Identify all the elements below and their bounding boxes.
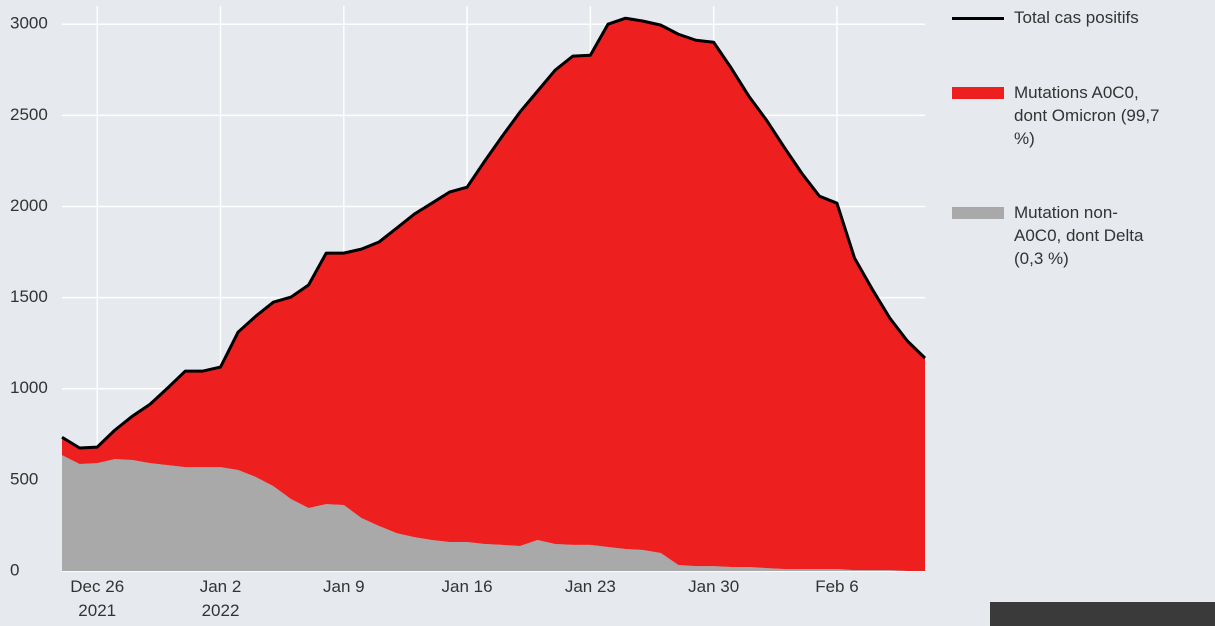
x-tick-label: Jan 23 [564, 577, 616, 596]
area [62, 18, 925, 571]
area [62, 455, 925, 571]
legend-label: Total cas positifs [1014, 8, 1139, 27]
x-tick-label: Jan 2 2022 [199, 577, 242, 620]
x-tick-label: Jan 9 [322, 577, 365, 596]
legend-label: Mutations A0C0, dont Omicron (99,7 %) [1014, 83, 1160, 148]
areas [62, 18, 925, 571]
y-tick-label: 0 [10, 560, 19, 579]
line [61, 16, 927, 450]
x-tick-label: Feb 6 [815, 577, 859, 596]
x-tick-label: Jan 16 [441, 577, 493, 596]
legend-label: Mutation non-A0C0, dont Delta (0,3 %) [1014, 203, 1144, 268]
y-tick-label: 2500 [10, 105, 48, 124]
x-tick-label: Jan 30 [688, 577, 740, 596]
y-tick-label: 1000 [10, 378, 48, 397]
y-tick-label: 500 [10, 469, 38, 488]
legend-swatch [952, 87, 1004, 99]
legend-swatch [952, 17, 1004, 20]
legend-swatch [952, 207, 1004, 219]
y-tick-label: 1500 [10, 287, 48, 306]
x-tick-label: Dec 26 2021 [70, 577, 125, 620]
y-tick-label: 3000 [10, 14, 48, 33]
y-tick-label: 2000 [10, 196, 48, 215]
photo-thumbnail [990, 602, 1215, 626]
